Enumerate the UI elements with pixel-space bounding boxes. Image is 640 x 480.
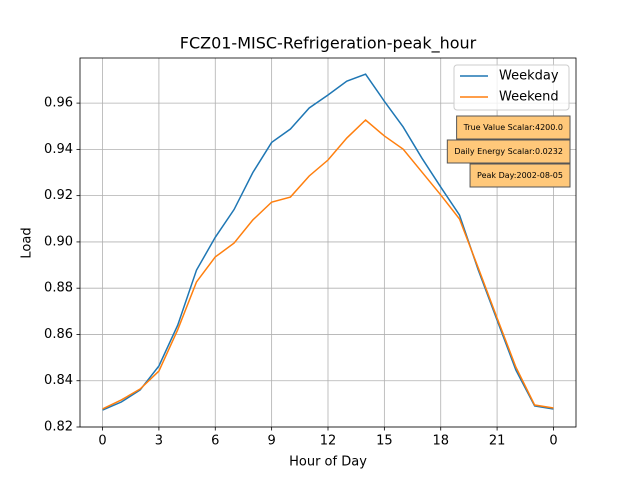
chart-title: FCZ01-MISC-Refrigeration-peak_hour bbox=[180, 34, 477, 54]
y-tick-label: 0.90 bbox=[44, 234, 73, 249]
y-tick-label: 0.92 bbox=[44, 188, 73, 203]
annotation-box bbox=[446, 139, 571, 164]
y-tick-label: 0.82 bbox=[44, 420, 73, 435]
x-tick-label: 3 bbox=[155, 434, 163, 449]
annotation: Peak Day:2002-08-05 bbox=[469, 163, 571, 188]
y-tick-label: 0.86 bbox=[44, 327, 73, 342]
x-tick-label: 21 bbox=[489, 434, 506, 449]
x-tick-label: 12 bbox=[320, 434, 337, 449]
line-series bbox=[102, 118, 554, 410]
annotation-box bbox=[456, 115, 571, 140]
y-tick-label: 0.96 bbox=[44, 96, 73, 111]
x-tick-label: 15 bbox=[376, 434, 393, 449]
x-tick-label: 18 bbox=[432, 434, 449, 449]
annotation-text: True Value Scalar:4200.0 bbox=[463, 123, 563, 132]
x-axis-label: Hour of Day bbox=[289, 455, 367, 470]
annotation-box bbox=[469, 163, 571, 188]
x-tick-label: 6 bbox=[211, 434, 219, 449]
y-axis-label: Load bbox=[20, 227, 35, 258]
annotation: Daily Energy Scalar:0.0232 bbox=[446, 139, 571, 164]
y-tick-label: 0.94 bbox=[44, 142, 73, 157]
x-tick-label: 0 bbox=[98, 434, 106, 449]
plot-frame bbox=[79, 57, 577, 428]
annotation-text: Peak Day:2002-08-05 bbox=[477, 171, 563, 180]
x-tick-label: 9 bbox=[267, 434, 275, 449]
y-tick-label: 0.84 bbox=[44, 373, 73, 388]
annotation-text: Daily Energy Scalar:0.0232 bbox=[454, 147, 563, 156]
annotation: True Value Scalar:4200.0 bbox=[456, 115, 571, 140]
x-tick-label: 0 bbox=[549, 434, 557, 449]
legend-label: Weekday bbox=[499, 69, 559, 84]
legend-label: Weekend bbox=[499, 90, 559, 105]
y-tick-label: 0.88 bbox=[44, 281, 73, 296]
